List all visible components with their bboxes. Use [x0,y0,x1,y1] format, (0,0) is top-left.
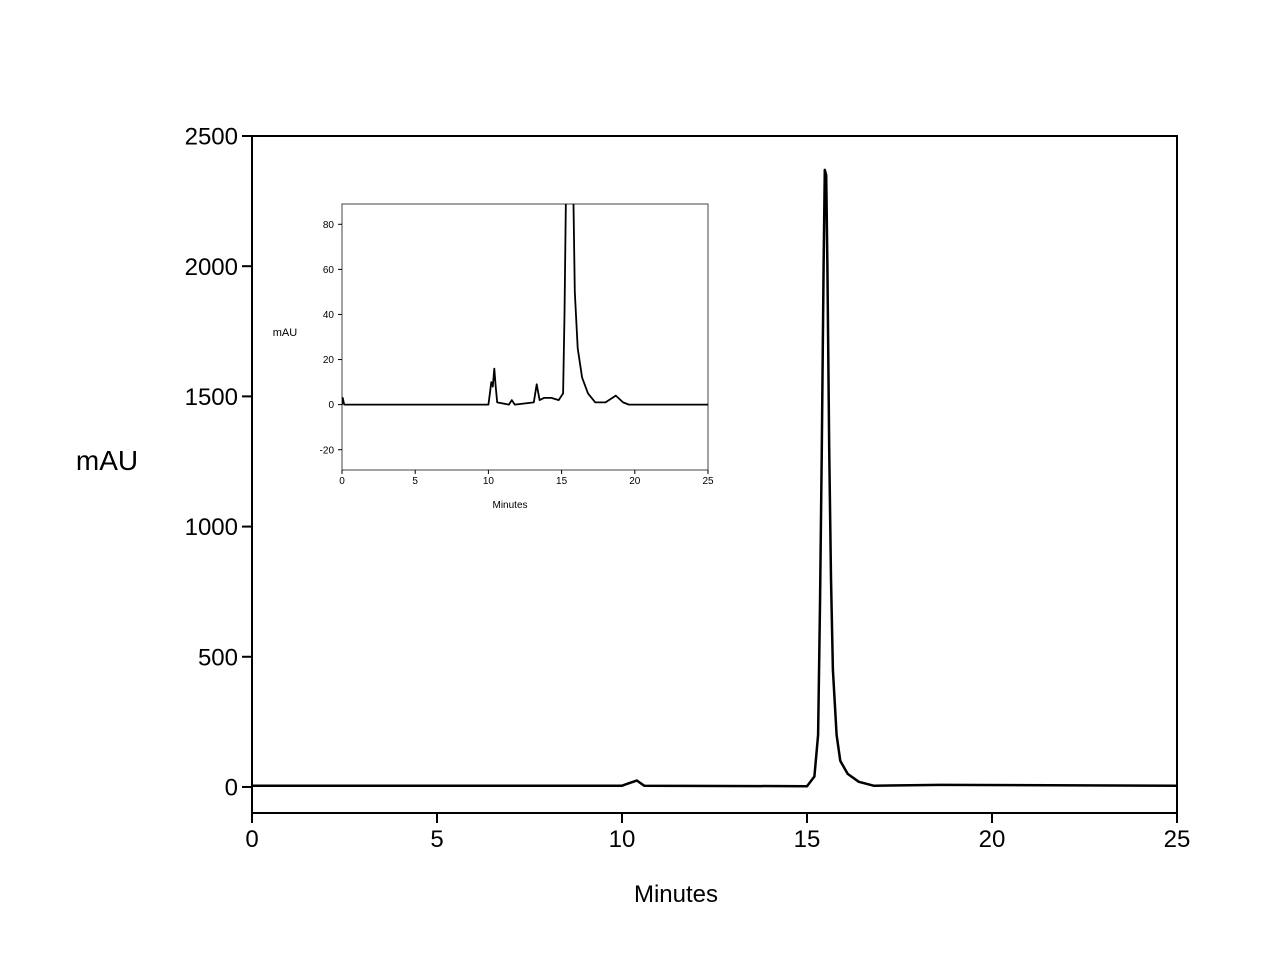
main-y-tick-label: 2500 [185,124,238,151]
main-x-tick-label: 25 [1164,826,1191,853]
inset-series-line [342,204,708,406]
inset-y-tick-label: 80 [323,220,335,231]
inset-x-tick-label: 10 [483,476,495,487]
inset-y-tick-label: 60 [323,265,335,276]
inset-y-tick-label: 0 [328,400,334,411]
main-x-tick-label: 15 [794,826,821,853]
inset-x-tick-label: 20 [629,476,641,487]
inset-x-tick-label: 25 [702,476,714,487]
inset-x-tick-label: 5 [412,476,418,487]
inset-y-tick-label: -20 [320,445,335,456]
main-y-tick-label: 1000 [185,514,238,541]
main-y-axis-label: mAU [76,445,138,476]
main-x-tick-label: 10 [609,826,636,853]
main-x-tick-label: 20 [979,826,1006,853]
main-series-line [252,168,1177,788]
inset-x-tick-label: 15 [556,476,568,487]
inset-frame [341,203,709,471]
inset-x-axis-label: Minutes [492,500,527,511]
main-frame [251,135,1178,814]
main-y-tick-label: 0 [225,775,238,802]
main-y-tick-label: 1500 [185,384,238,411]
main-y-tick-label: 500 [198,644,238,671]
main-x-tick-label: 0 [245,826,258,853]
inset-y-tick-label: 20 [323,355,335,366]
main-y-tick-label: 2000 [185,254,238,281]
inset-plot: 0 5 10 15 20 25 -20 0 20 40 60 80 [320,203,714,487]
main-x-axis-label: Minutes [634,881,718,908]
inset-x-tick-label: 0 [339,476,345,487]
inset-y-axis-label: mAU [273,327,298,339]
main-x-tick-label: 5 [430,826,443,853]
inset-y-tick-label: 40 [323,310,335,321]
